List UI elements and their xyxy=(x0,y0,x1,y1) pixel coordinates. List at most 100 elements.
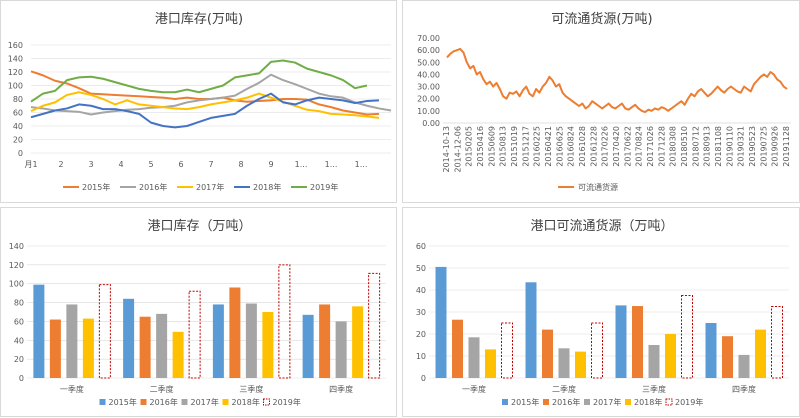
x-tick-label: 20160225 xyxy=(533,126,542,167)
series-line-2019年 xyxy=(30,59,368,103)
chart-title: 港口库存(万吨) xyxy=(155,11,243,27)
series-line-2016年 xyxy=(30,73,392,116)
x-tick-label: 1... xyxy=(325,160,338,169)
category-label: 一季度 xyxy=(60,384,84,394)
y-tick-label: 60 xyxy=(14,317,24,326)
x-tick-label: 9 xyxy=(268,160,273,169)
bar-2017年-三季度 xyxy=(245,303,257,378)
x-tick-label: 4 xyxy=(118,160,123,169)
y-tick-label: 60.00 xyxy=(417,46,440,55)
legend-label: 2019年 xyxy=(273,397,301,407)
legend-swatch xyxy=(543,399,549,405)
x-tick-label: 20170420 xyxy=(612,126,621,167)
y-tick-label: 80 xyxy=(13,95,23,104)
port-inventory-bar-chart: 港口库存（万吨） 0 20 40 60 80 100 120 140 一季度 二季度 三季度 四季度 20… xyxy=(0,207,397,417)
y-tick-label: 140 xyxy=(8,55,23,64)
bar-2017年-一季度 xyxy=(468,337,480,378)
x-tick-label: 月1 xyxy=(24,160,37,169)
category-label: 四季度 xyxy=(329,384,353,394)
x-tick-label: 20190110 xyxy=(725,126,734,167)
x-tick-label: 2014-10-13 xyxy=(442,126,451,173)
y-tick-label: 40.00 xyxy=(417,70,440,79)
y-tick-label: 0 xyxy=(19,374,24,383)
chart-title: 港口可流通货源（万吨） xyxy=(530,218,673,234)
y-tick-label: 70.00 xyxy=(417,34,440,43)
y-tick-label: 0.00 xyxy=(422,119,440,128)
y-tick-label: 100 xyxy=(9,280,24,289)
y-tick-label: 10 xyxy=(416,352,426,361)
x-tick-label: 20180712 xyxy=(691,126,700,167)
category-label: 二季度 xyxy=(150,384,174,394)
y-tick-label: 10.00 xyxy=(417,107,440,116)
legend-label: 2017年 xyxy=(191,397,219,407)
x-tick-label: 2 xyxy=(58,160,63,169)
y-tick-label: 0 xyxy=(18,149,23,158)
legend-label: 2018年 xyxy=(634,397,662,407)
category-label: 一季度 xyxy=(462,384,486,394)
bar-2019年-四季度 xyxy=(771,306,783,379)
x-tick-label: 20190321 xyxy=(737,126,746,167)
bar-2018年-一季度 xyxy=(82,318,94,378)
x-tick-label: 1... xyxy=(355,160,368,169)
legend-label: 2019年 xyxy=(310,182,338,192)
x-tick-label: 20170226 xyxy=(601,126,610,167)
y-tick-label: 120 xyxy=(8,68,23,77)
port-inventory-line-chart: 港口库存(万吨) 0 20 40 60 80 100 120 140 160 月1 2 3 4 5 6 7 8 9 1… xyxy=(0,0,397,203)
bar-2018年-二季度 xyxy=(575,351,586,378)
y-tick-label: 20 xyxy=(14,355,24,364)
bar-2019年-四季度 xyxy=(368,272,381,379)
y-tick-label: 40 xyxy=(14,336,24,345)
legend-swatch xyxy=(625,399,631,405)
x-tick-label: 20150205 xyxy=(465,126,474,167)
bar-2016年-二季度 xyxy=(139,316,151,378)
y-tick-label: 30.00 xyxy=(417,83,440,92)
legend-label: 2018年 xyxy=(253,182,281,192)
bar-2015年-三季度 xyxy=(212,304,224,378)
x-tick-label: 20160824 xyxy=(567,126,576,167)
bar-2019年-二季度 xyxy=(188,290,201,379)
y-tick-label: 30 xyxy=(416,308,426,317)
y-tick-label: 120 xyxy=(9,261,24,270)
bar-2019年-一季度 xyxy=(98,284,111,379)
bar-2015年-一季度 xyxy=(33,284,45,378)
chart-title: 港口库存（万吨） xyxy=(147,218,251,234)
x-tick-label: 1... xyxy=(295,160,308,169)
legend-label: 2015年 xyxy=(82,182,110,192)
x-tick-label: 3 xyxy=(88,160,93,169)
legend-label: 2016年 xyxy=(139,182,167,192)
x-tick-label: 20170824 xyxy=(635,126,644,167)
bar-2019年-三季度 xyxy=(278,264,291,379)
x-tick-label: 20180913 xyxy=(703,126,712,167)
bar-2015年-四季度 xyxy=(705,323,717,378)
x-tick-label: 20150813 xyxy=(499,126,508,167)
y-tick-label: 160 xyxy=(8,41,23,50)
y-tick-label: 60 xyxy=(13,109,23,118)
series-line-2017年 xyxy=(30,91,380,119)
bar-2016年-四季度 xyxy=(722,336,733,378)
bar-2015年-四季度 xyxy=(302,314,314,378)
x-tick-label: 20190926 xyxy=(771,126,780,167)
legend-label: 可流通货源 xyxy=(578,182,618,192)
bar-2015年-三季度 xyxy=(615,305,627,378)
legend-swatch xyxy=(263,398,270,406)
bar-2018年-三季度 xyxy=(665,334,676,378)
x-tick-label: 20161228 xyxy=(589,126,598,167)
circulating-supply-bar-chart: 港口可流通货源（万吨） 0 10 20 30 40 50 60 一季度 二季度 三季度 四季度 2015… xyxy=(402,207,800,417)
x-tick-label: 20150609 xyxy=(487,126,496,167)
category-label: 四季度 xyxy=(732,384,756,394)
y-tick-label: 50.00 xyxy=(417,58,440,67)
legend-swatch xyxy=(665,398,673,406)
bar-2018年-二季度 xyxy=(172,331,184,378)
series-line-2018年 xyxy=(30,92,380,129)
y-tick-label: 20 xyxy=(416,330,426,339)
legend-label: 2015年 xyxy=(511,397,539,407)
bar-2017年-二季度 xyxy=(156,313,168,378)
bar-2018年-三季度 xyxy=(262,312,274,378)
legend-label: 2017年 xyxy=(196,182,224,192)
bar-2018年-四季度 xyxy=(755,329,766,378)
x-tick-label: 20191128 xyxy=(782,126,791,167)
bar-2019年-一季度 xyxy=(501,322,513,379)
legend-swatch xyxy=(584,399,590,405)
bar-2018年-一季度 xyxy=(485,349,496,378)
bar-2016年-一季度 xyxy=(49,319,61,378)
